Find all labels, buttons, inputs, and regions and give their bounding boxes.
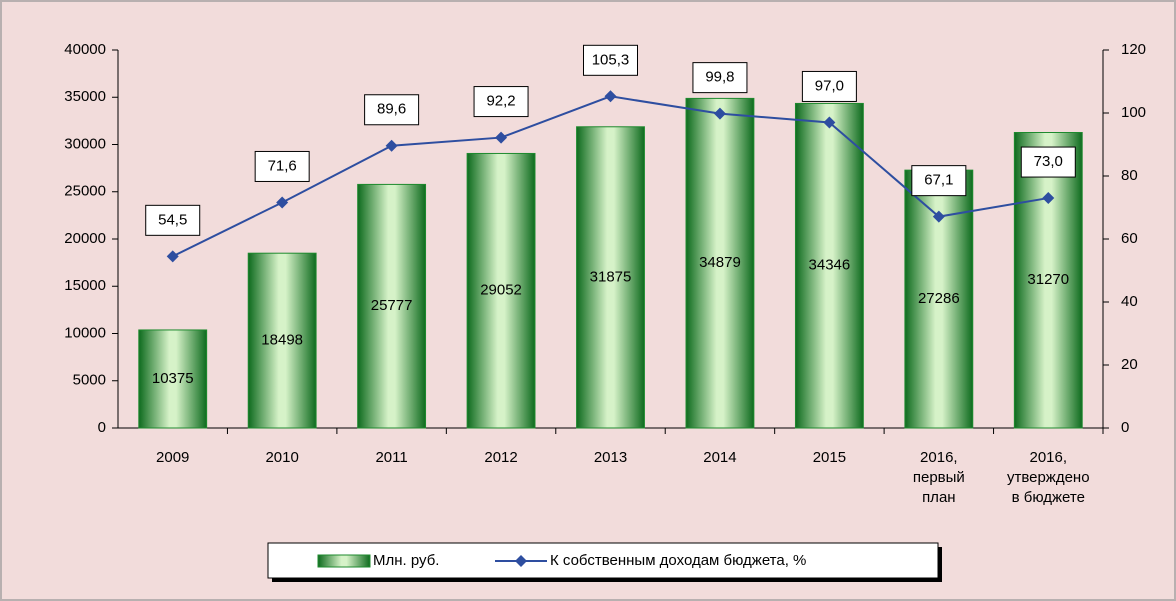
y-tick-label: 15000	[64, 277, 106, 294]
x-tick-label: 2016, первый план	[913, 449, 965, 506]
line-value-label: 73,0	[1034, 153, 1063, 170]
bar	[138, 329, 208, 429]
line-value-label: 67,1	[924, 172, 953, 189]
bar-value-label: 31270	[1027, 271, 1069, 288]
legend-marker	[515, 555, 527, 567]
legend	[267, 542, 939, 579]
value-label-box	[1020, 146, 1076, 178]
legend-swatch	[317, 554, 371, 568]
y2-tick-label: 60	[1121, 230, 1138, 247]
bar-value-label: 34879	[699, 254, 741, 271]
line-marker	[604, 90, 617, 103]
value-label-box	[911, 165, 967, 197]
line-value-label: 89,6	[377, 101, 406, 118]
y2-tick-label: 120	[1121, 41, 1146, 58]
line-value-label: 99,8	[705, 69, 734, 86]
value-label-box	[801, 70, 857, 102]
line-value-label: 71,6	[268, 157, 297, 174]
x-tick-label: 2010	[265, 449, 298, 466]
bar	[247, 252, 317, 429]
line-value-label: 97,0	[815, 77, 844, 94]
line-marker	[823, 116, 836, 129]
line-marker	[495, 131, 508, 144]
x-tick-label: 2012	[484, 449, 517, 466]
y2-tick-label: 0	[1121, 419, 1129, 436]
line-marker	[713, 107, 726, 120]
value-label-box	[692, 62, 748, 94]
bar-value-label: 27286	[918, 290, 960, 307]
value-label-box	[583, 44, 638, 76]
line-value-label: 105,3	[592, 51, 630, 68]
y-tick-label: 20000	[64, 230, 106, 247]
y-tick-label: 10000	[64, 324, 106, 341]
bar-value-label: 34346	[809, 257, 851, 274]
x-tick-label: 2009	[156, 449, 189, 466]
line-marker	[1042, 192, 1055, 205]
y-tick-label: 35000	[64, 88, 106, 105]
x-tick-label: 2013	[594, 449, 627, 466]
line-value-label: 92,2	[486, 93, 515, 110]
bar-value-label: 31875	[590, 268, 632, 285]
bar-value-label: 10375	[152, 370, 194, 387]
bar-value-label: 29052	[480, 282, 522, 299]
line-marker	[276, 196, 289, 209]
legend-label: Млн. руб.	[373, 552, 439, 569]
y-tick-label: 5000	[73, 372, 106, 389]
line-marker	[166, 250, 179, 263]
y2-tick-label: 20	[1121, 356, 1138, 373]
y2-tick-label: 80	[1121, 167, 1138, 184]
y-tick-label: 30000	[64, 135, 106, 152]
x-tick-label: 2015	[813, 449, 846, 466]
x-tick-label: 2014	[703, 449, 736, 466]
value-label-box	[254, 150, 310, 182]
bar	[466, 152, 536, 429]
bar	[357, 183, 427, 429]
line-marker	[385, 139, 398, 152]
y-tick-label: 40000	[64, 41, 106, 58]
bar	[576, 126, 645, 429]
value-label-box	[145, 204, 201, 236]
y-tick-label: 0	[98, 419, 106, 436]
line-marker	[932, 210, 945, 223]
y2-tick-label: 40	[1121, 293, 1138, 310]
value-label-box	[473, 86, 529, 118]
y-tick-label: 25000	[64, 183, 106, 200]
legend-label: К собственным доходам бюджета, %	[550, 552, 806, 569]
line-value-label: 54,5	[158, 211, 187, 228]
value-label-box	[364, 94, 420, 126]
bar-value-label: 25777	[371, 297, 413, 314]
bar	[1013, 131, 1083, 429]
x-tick-label: 2011	[375, 449, 407, 466]
x-tick-label: 2016, утверждено в бюджете	[1007, 449, 1090, 506]
bar	[685, 97, 755, 429]
y2-tick-label: 100	[1121, 104, 1146, 121]
bar	[794, 102, 864, 429]
bar-value-label: 18498	[261, 332, 303, 349]
